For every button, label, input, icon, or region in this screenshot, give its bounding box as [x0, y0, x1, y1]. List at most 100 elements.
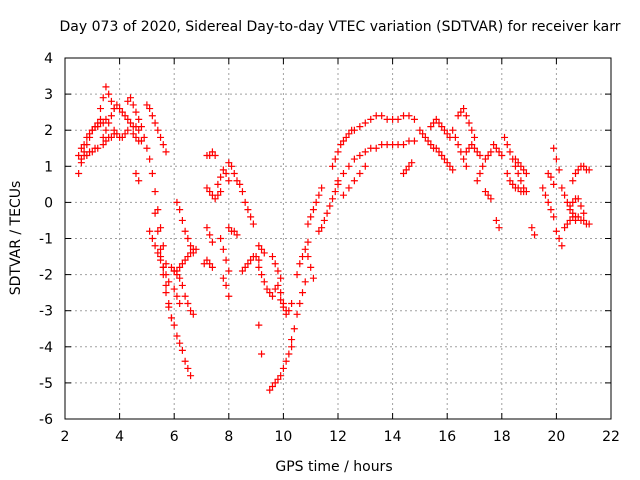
data-point-arc-k	[135, 177, 143, 185]
data-point-arc-bc	[473, 148, 481, 156]
y-axis-label: SDTVAR / TECUs	[8, 181, 24, 296]
data-point-arc-an	[301, 278, 309, 286]
y-axis-tick-labels: 4 3 2 1 0 -1 -2 -3 -4 -5 -6	[39, 51, 53, 428]
chart-title: Day 073 of 2020, Sidereal Day-to-day VTE…	[60, 19, 621, 35]
data-point-arc-ak	[277, 289, 285, 297]
data-point-arc-p	[157, 253, 165, 261]
data-point-arc-ai	[258, 350, 266, 358]
data-point-arc-z	[225, 177, 233, 185]
data-point-arc-n	[151, 242, 159, 250]
data-point-arc-ax	[424, 137, 432, 145]
x-tick-label: 8	[224, 429, 233, 445]
data-point-arc-bd	[484, 151, 492, 159]
data-point-arc-i	[132, 108, 140, 116]
data-point-arc-at	[339, 170, 347, 178]
data-point-arc-bl	[544, 198, 552, 206]
data-point-arc-bd	[487, 148, 495, 156]
data-point-arc-z	[217, 173, 225, 181]
x-tick-label: 22	[602, 429, 620, 445]
data-point-arc-as	[342, 133, 350, 141]
data-point-arc-ao	[296, 260, 304, 268]
data-point-arc-bf	[498, 151, 506, 159]
data-point-arc-aq	[318, 184, 326, 192]
data-point-arc-au	[405, 112, 413, 120]
data-point-arc-s	[173, 267, 181, 275]
data-point-arc-az	[446, 162, 454, 170]
data-point-arc-an	[299, 289, 307, 297]
data-point-arc-ah	[255, 263, 263, 271]
data-point-arc-f	[107, 133, 115, 141]
data-point-arc-bi	[503, 170, 511, 178]
data-point-arc-m	[151, 188, 159, 196]
data-point-arc-al	[288, 299, 296, 307]
data-point-arc-au	[410, 115, 418, 123]
data-point-arc-v	[206, 260, 214, 268]
data-point-arc-ay	[443, 130, 451, 138]
data-point-arc-at	[361, 148, 369, 156]
data-point-arc-at	[410, 137, 418, 145]
data-point-arc-af	[241, 263, 249, 271]
data-point-arc-p	[165, 303, 173, 311]
data-point-arc-x	[211, 151, 219, 159]
data-point-arc-k	[132, 170, 140, 178]
data-point-arc-d	[107, 97, 115, 105]
data-point-arc-ab	[219, 274, 227, 282]
data-point-arc-aj	[274, 267, 282, 275]
data-point-arc-av	[345, 184, 353, 192]
y-tick-label: 3	[44, 87, 53, 103]
data-point-arc-q	[170, 321, 178, 329]
data-point-arc-c	[94, 144, 102, 152]
data-point-arc-aw	[408, 159, 416, 167]
data-point-arc-t	[173, 198, 181, 206]
data-point-arc-ay	[427, 123, 435, 131]
data-point-arc-q	[181, 357, 189, 365]
data-point-arc-bl	[550, 213, 558, 221]
data-point-arc-as	[331, 155, 339, 163]
data-point-arc-ad	[225, 224, 233, 232]
y-tick-label: -4	[39, 340, 53, 356]
data-point-arc-bs	[566, 206, 574, 214]
data-point-arc-ah	[266, 289, 274, 297]
data-point-arc-be	[481, 188, 489, 196]
data-point-arc-n	[165, 278, 173, 286]
data-point-arc-bi	[509, 180, 517, 188]
data-point-arc-n	[146, 227, 154, 235]
data-point-arc-av	[339, 191, 347, 199]
data-point-arc-at	[345, 162, 353, 170]
data-point-arc-ax	[427, 141, 435, 149]
data-point-arc-ak	[271, 285, 279, 293]
data-point-arc-p	[159, 271, 167, 279]
data-point-arc-c	[83, 151, 91, 159]
data-point-arc-ab	[225, 292, 233, 300]
data-point-arc-bb	[471, 133, 478, 141]
data-point-arc-a	[75, 170, 83, 178]
data-point-arc-h	[124, 115, 132, 123]
data-point-arc-l	[159, 141, 167, 149]
data-point-arc-az	[432, 144, 440, 152]
data-point-arc-h	[116, 105, 124, 113]
data-point-arc-z	[219, 166, 227, 174]
data-point-arc-y	[203, 184, 211, 192]
data-point-arc-h	[135, 126, 143, 134]
data-point-arc-s	[178, 260, 186, 268]
data-point-arc-ay	[432, 115, 440, 123]
data-point-arc-as	[345, 130, 353, 138]
data-point-arc-r	[178, 281, 186, 289]
data-point-arc-bm	[544, 170, 552, 178]
data-point-arc-be	[487, 195, 495, 203]
data-point-arc-an	[290, 325, 298, 333]
data-point-arc-bb	[460, 105, 468, 113]
data-point-arc-e	[105, 119, 113, 127]
data-point-arc-bf	[490, 141, 498, 149]
data-point-arc-az	[440, 155, 448, 163]
y-tick-label: 0	[44, 195, 53, 211]
data-point-arc-g	[113, 130, 121, 138]
data-point-arc-m	[148, 170, 156, 178]
data-point-arc-bi	[514, 184, 522, 192]
y-tick-label: -2	[39, 268, 53, 284]
data-point-arc-bp	[561, 191, 569, 199]
data-point-arc-y	[217, 188, 225, 196]
data-point-arc-j	[129, 130, 137, 138]
data-point-arc-aa	[219, 245, 227, 253]
